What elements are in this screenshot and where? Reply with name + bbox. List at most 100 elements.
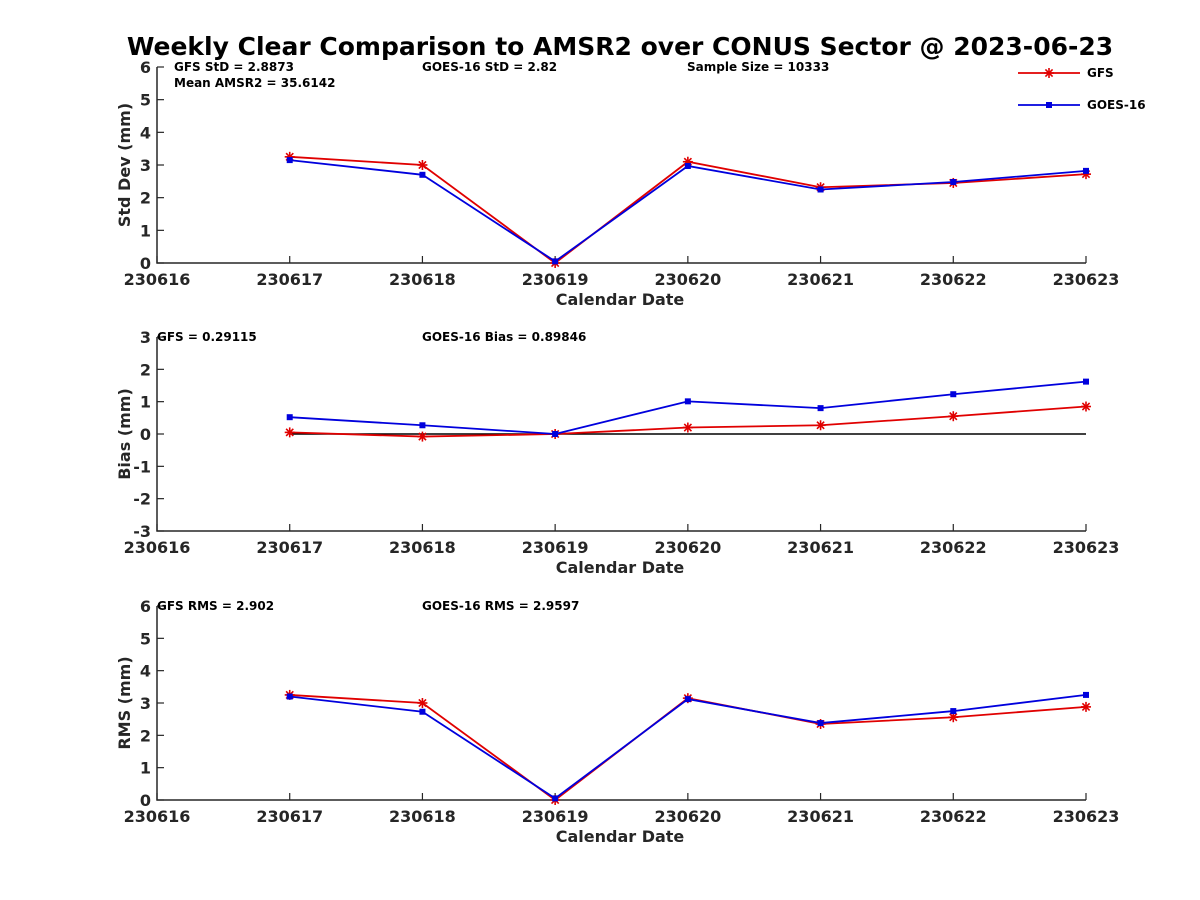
series-gfs xyxy=(284,151,1091,268)
stat-annotation: Sample Size = 10333 xyxy=(687,60,829,74)
y-tick-label: 0 xyxy=(140,254,151,273)
data-point xyxy=(817,720,824,727)
series-line xyxy=(289,694,1087,800)
series-gfs xyxy=(284,401,1091,442)
data-point xyxy=(1083,691,1089,698)
data-point xyxy=(286,414,293,421)
data-point xyxy=(286,693,293,700)
data-point xyxy=(552,431,559,437)
y-tick-label: 3 xyxy=(140,156,151,175)
x-tick-label: 230619 xyxy=(522,538,589,557)
series-goes-16 xyxy=(286,378,1089,437)
y-tick-label: -1 xyxy=(133,457,151,476)
x-tick-label: 230616 xyxy=(124,538,191,557)
legend: GFS GOES-16 xyxy=(1018,66,1146,112)
stat-annotation: GFS = 0.29115 xyxy=(157,330,257,344)
x-tick-label: 230622 xyxy=(920,538,987,557)
x-tick-label: 230621 xyxy=(787,538,854,557)
x-tick-label: 230619 xyxy=(522,270,589,289)
stat-annotation: GFS StD = 2.8873 xyxy=(174,60,294,74)
y-axis-label: Std Dev (mm) xyxy=(115,103,134,227)
legend-marker xyxy=(1044,68,1054,78)
x-tick-label: 230618 xyxy=(389,270,456,289)
data-point xyxy=(684,398,691,405)
data-point xyxy=(950,708,957,715)
x-tick-label: 230619 xyxy=(522,807,589,826)
y-tick-label: 4 xyxy=(140,662,151,681)
data-point xyxy=(286,157,293,164)
y-tick-label: 1 xyxy=(140,759,151,778)
y-tick-label: -3 xyxy=(133,522,151,541)
series-gfs xyxy=(284,689,1091,805)
data-point xyxy=(950,178,957,185)
data-point xyxy=(817,186,824,193)
panel-2: -3 -2 -1 0 1 2 3 230616 230617 230618 230619 230620… xyxy=(115,328,1119,577)
x-tick-label: 230621 xyxy=(787,270,854,289)
x-axis-label: Calendar Date xyxy=(556,290,685,309)
axes-frame xyxy=(156,67,1086,264)
data-point xyxy=(1081,701,1091,712)
data-point xyxy=(552,258,559,265)
stat-annotation: GFS RMS = 2.902 xyxy=(157,599,274,613)
y-tick-label: 0 xyxy=(140,425,151,444)
stat-annotation: GOES-16 StD = 2.82 xyxy=(422,60,557,74)
y-tick-label: 2 xyxy=(140,726,151,745)
stat-annotation: Mean AMSR2 = 35.6142 xyxy=(174,76,335,90)
y-tick-label: -2 xyxy=(133,490,151,509)
legend-marker xyxy=(1046,102,1052,108)
data-point xyxy=(684,162,691,169)
data-point xyxy=(1081,401,1091,412)
data-point xyxy=(417,698,428,708)
series-line xyxy=(289,159,1087,263)
data-point xyxy=(1083,378,1089,385)
data-point xyxy=(417,431,428,442)
data-point xyxy=(284,427,295,438)
y-tick-label: 4 xyxy=(140,123,151,142)
x-tick-label: 230620 xyxy=(654,807,721,826)
x-tick-label: 230623 xyxy=(1053,270,1120,289)
x-tick-label: 230620 xyxy=(654,538,721,557)
x-tick-label: 230618 xyxy=(389,807,456,826)
series-goes-16 xyxy=(286,691,1089,802)
stat-annotation: GOES-16 RMS = 2.9597 xyxy=(422,599,579,613)
y-tick-label: 5 xyxy=(140,629,151,648)
y-tick-label: 1 xyxy=(140,393,151,412)
x-tick-label: 230618 xyxy=(389,538,456,557)
x-tick-label: 230616 xyxy=(124,270,191,289)
series-goes-16 xyxy=(286,157,1089,265)
panel-3: 0 1 2 3 4 5 6 230616 230617 230618 230619 230620 230… xyxy=(115,597,1119,846)
y-tick-label: 3 xyxy=(140,328,151,347)
x-tick-label: 230617 xyxy=(256,807,323,826)
x-tick-label: 230621 xyxy=(787,807,854,826)
x-axis-label: Calendar Date xyxy=(556,827,685,846)
data-point xyxy=(419,422,426,429)
data-point xyxy=(419,171,426,178)
panel-1: 0 1 2 3 4 5 6 230616 230617 230618 230619 230620 230… xyxy=(115,58,1119,309)
x-axis-label: Calendar Date xyxy=(556,558,685,577)
stat-annotation: GOES-16 Bias = 0.89846 xyxy=(422,330,586,344)
legend-label: GOES-16 xyxy=(1087,98,1146,112)
y-tick-label: 6 xyxy=(140,58,151,77)
y-tick-label: 2 xyxy=(140,189,151,208)
y-tick-label: 1 xyxy=(140,221,151,240)
data-point xyxy=(682,422,693,433)
data-point xyxy=(417,160,428,170)
x-tick-label: 230616 xyxy=(124,807,191,826)
data-point xyxy=(684,696,691,703)
y-tick-label: 2 xyxy=(140,360,151,379)
legend-entry-goes-16: GOES-16 xyxy=(1018,98,1146,112)
x-tick-label: 230620 xyxy=(654,270,721,289)
y-tick-label: 0 xyxy=(140,791,151,810)
axes-frame xyxy=(156,606,1086,801)
chart-title: Weekly Clear Comparison to AMSR2 over CO… xyxy=(127,32,1113,61)
y-axis-label: Bias (mm) xyxy=(115,388,134,480)
x-tick-label: 230617 xyxy=(256,538,323,557)
x-tick-label: 230617 xyxy=(256,270,323,289)
x-tick-label: 230622 xyxy=(920,807,987,826)
data-point xyxy=(950,391,957,398)
y-tick-label: 3 xyxy=(140,694,151,713)
data-point xyxy=(948,411,959,422)
data-point xyxy=(817,405,824,412)
